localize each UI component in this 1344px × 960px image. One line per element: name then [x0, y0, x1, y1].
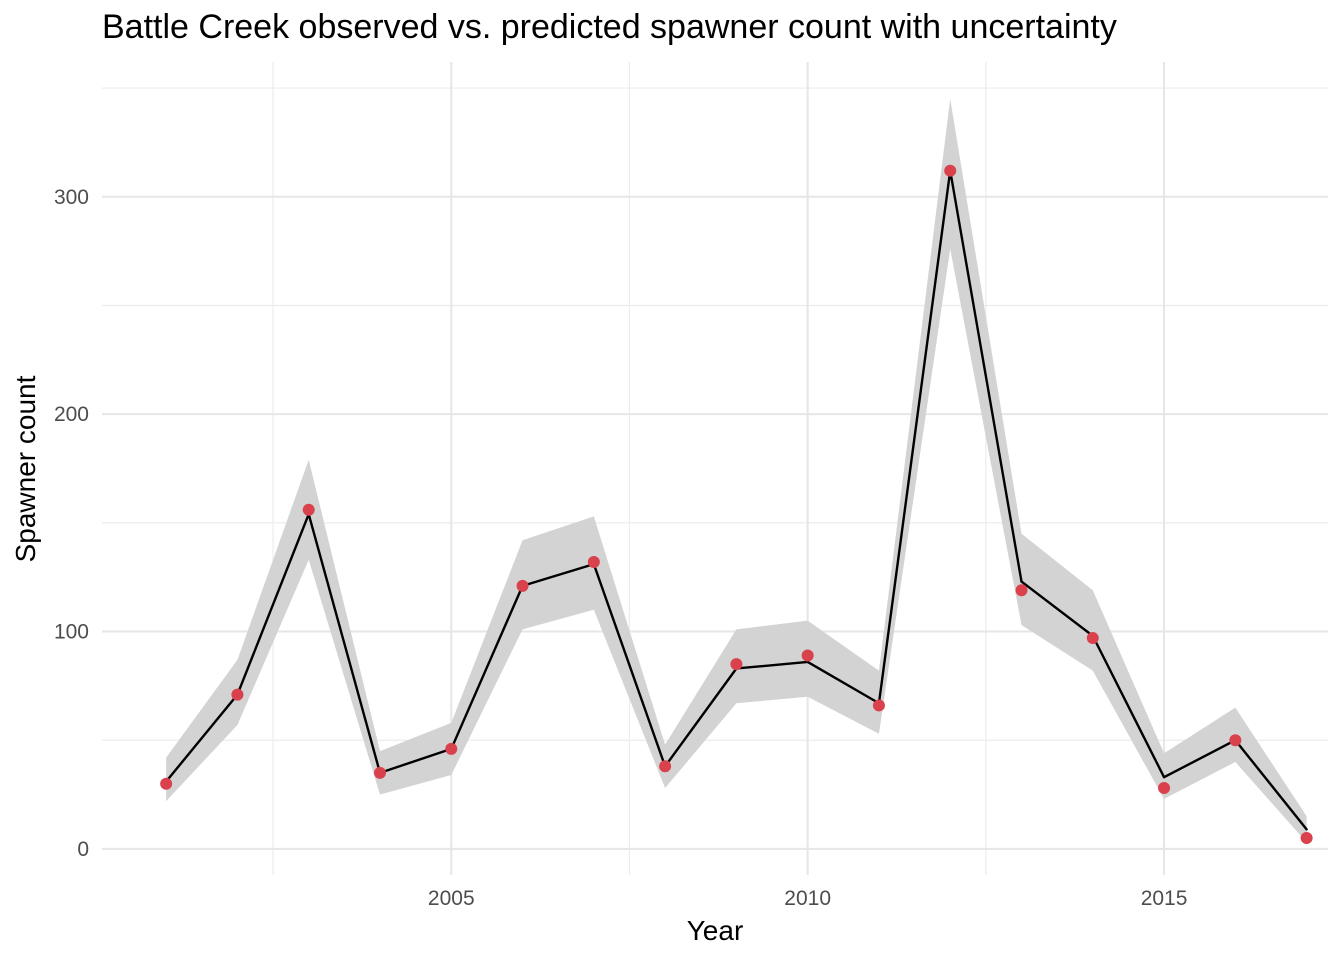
predicted-line-segment [663, 667, 738, 768]
observed-point [801, 649, 814, 662]
observed-point [1086, 632, 1099, 645]
predicted-line-segment [1162, 739, 1237, 779]
y-tick-label: 0 [77, 838, 89, 861]
observed-point [1300, 832, 1313, 845]
chart-title: Battle Creek observed vs. predicted spaw… [102, 8, 1117, 46]
predicted-line-segment [1091, 634, 1166, 779]
predicted-line-segment [1020, 580, 1094, 638]
x-tick-label: 2010 [784, 887, 831, 910]
predicted-line-segment [806, 660, 881, 705]
observed-point [302, 503, 315, 516]
x-tick-label: 2015 [1141, 887, 1188, 910]
predicted-line-layer [164, 169, 1308, 831]
observed-point [587, 555, 600, 568]
observed-point [231, 688, 244, 701]
y-tick-labels: 0 100 200 300 [54, 186, 89, 861]
x-tick-label: 2005 [428, 887, 475, 910]
predicted-line-segment [307, 512, 382, 775]
y-tick-label: 100 [54, 621, 89, 644]
predicted-line-segment [521, 562, 596, 588]
predicted-line-segment [450, 584, 524, 751]
predicted-line-segment [877, 169, 952, 705]
x-axis-title: Year [687, 915, 744, 946]
observed-point [944, 164, 957, 177]
y-axis-title: Spawner count [10, 375, 41, 562]
uncertainty-band-layer [166, 98, 1307, 843]
observed-point [445, 742, 458, 755]
predicted-line-segment [735, 660, 809, 670]
observed-points-layer [160, 164, 1313, 845]
observed-point [373, 766, 386, 779]
observed-point [1229, 734, 1242, 747]
observed-point [730, 658, 743, 671]
y-tick-label: 300 [54, 186, 89, 209]
predicted-line-segment [592, 562, 667, 768]
uncertainty-band [166, 98, 1307, 843]
observed-point [1158, 782, 1171, 795]
predicted-line-segment [949, 169, 1023, 583]
predicted-line-segment [1234, 739, 1308, 831]
predicted-line-segment [378, 747, 453, 775]
y-tick-label: 200 [54, 403, 89, 426]
observed-point [659, 760, 672, 773]
observed-point [160, 777, 173, 790]
observed-point [516, 579, 529, 592]
x-tick-labels: 2005 2010 2015 [428, 887, 1188, 910]
predicted-line-segment [164, 693, 239, 783]
observed-point [1015, 584, 1028, 597]
observed-point [872, 699, 885, 712]
predicted-line-segment [236, 512, 310, 696]
